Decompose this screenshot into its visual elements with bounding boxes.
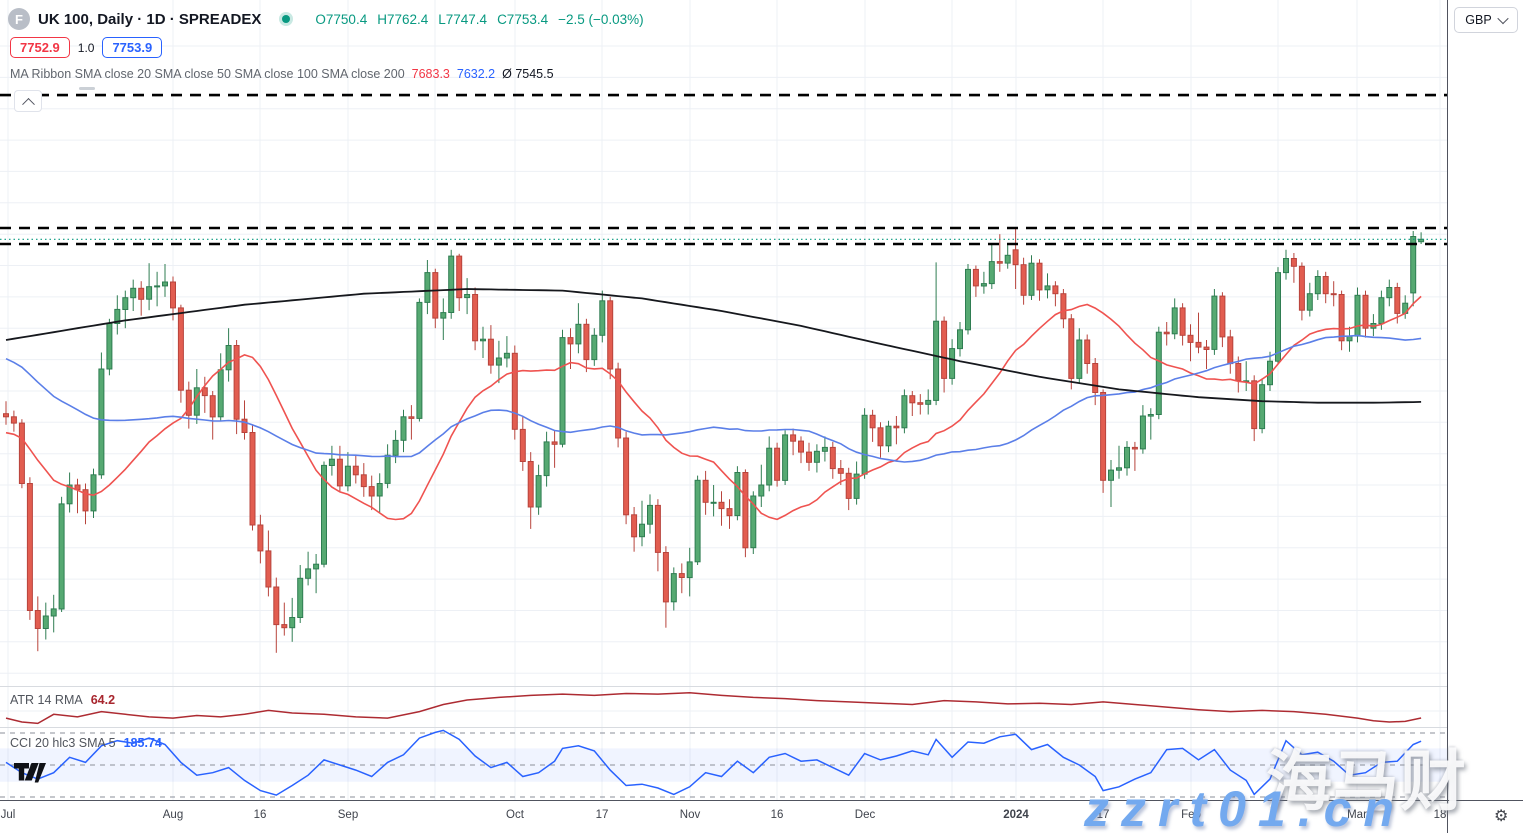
change-value: −2.5 (−0.03%) [558, 11, 644, 27]
pane-resize-handle[interactable] [79, 87, 95, 90]
low-value: L7747.4 [438, 11, 488, 27]
time-axis-label: Mar [1347, 809, 1367, 821]
time-axis-label: Aug [162, 809, 184, 821]
cci-legend[interactable]: CCI 20 hlc3 SMA 5 185.74 [10, 736, 162, 750]
high-value: H7762.4 [377, 11, 429, 27]
tradingview-logo[interactable] [14, 763, 50, 783]
time-axis-label: 16 [770, 809, 784, 821]
price-axis[interactable]: 8000.07960.07920.07880.07840.07800.07760… [1448, 0, 1523, 800]
currency-selector[interactable]: GBP [1454, 7, 1518, 33]
collapse-pane-button[interactable] [14, 90, 42, 112]
cci-value: 185.74 [123, 736, 162, 750]
buy-button[interactable]: 7753.9 [102, 37, 163, 58]
time-axis-label: Sep [337, 809, 359, 821]
open-value: O7750.4 [315, 11, 368, 27]
time-axis-label: Jul [0, 809, 16, 821]
currency-label: GBP [1465, 13, 1492, 27]
time-axis-label: 16 [253, 809, 267, 821]
ma-ribbon-average-value: Ø 7545.5 [502, 67, 554, 81]
pane-separator[interactable] [0, 686, 1447, 687]
trade-panel: 7752.9 1.0 7753.9 [10, 37, 163, 58]
close-value: C7753.4 [497, 11, 549, 27]
gear-icon[interactable]: ⚙ [1494, 808, 1509, 825]
ma-ribbon-legend[interactable]: MA Ribbon SMA close 20 SMA close 50 SMA … [10, 67, 554, 81]
atr-label: ATR 14 RMA [10, 693, 83, 707]
pane-separator[interactable] [0, 727, 1447, 728]
symbol-header: F UK 100, Daily · 1D · SPREADEX O7750.4 … [8, 8, 644, 30]
cci-label: CCI 20 hlc3 SMA 5 [10, 736, 116, 750]
ma-ribbon-sma20-value: 7683.3 [411, 67, 450, 81]
ma-ribbon-label: MA Ribbon SMA close 20 SMA close 50 SMA … [10, 67, 405, 81]
time-axis-label: Oct [506, 809, 524, 821]
time-axis-border [0, 800, 1523, 801]
chevron-up-icon [21, 97, 35, 111]
sell-button[interactable]: 7752.9 [10, 37, 70, 58]
chevron-down-icon [1497, 12, 1509, 25]
time-axis-label: 17 [1096, 809, 1110, 821]
candle-bodies [3, 236, 1425, 629]
time-axis-label: Feb [1181, 809, 1201, 821]
time-axis-label: 17 [595, 809, 609, 821]
time-axis-label: Nov [679, 809, 701, 821]
symbol-title[interactable]: UK 100, Daily · 1D · SPREADEX [38, 10, 262, 28]
spread-value: 1.0 [77, 40, 95, 55]
candle-wicks [5, 227, 1422, 653]
time-axis-label: 2024 [1003, 809, 1029, 821]
atr-value: 64.2 [90, 693, 116, 707]
market-status-icon[interactable] [279, 12, 294, 26]
price-axis-border [1447, 0, 1448, 833]
ohlc-values: O7750.4 H7762.4 L7747.4 C7753.4 −2.5 (−0… [315, 12, 643, 27]
ma-ribbon-sma50-value: 7632.2 [456, 67, 496, 81]
symbol-logo[interactable]: F [8, 8, 30, 30]
time-axis-label: 18 [1433, 809, 1447, 821]
time-axis-label: Dec [854, 809, 876, 821]
atr-legend[interactable]: ATR 14 RMA 64.2 [10, 693, 115, 707]
